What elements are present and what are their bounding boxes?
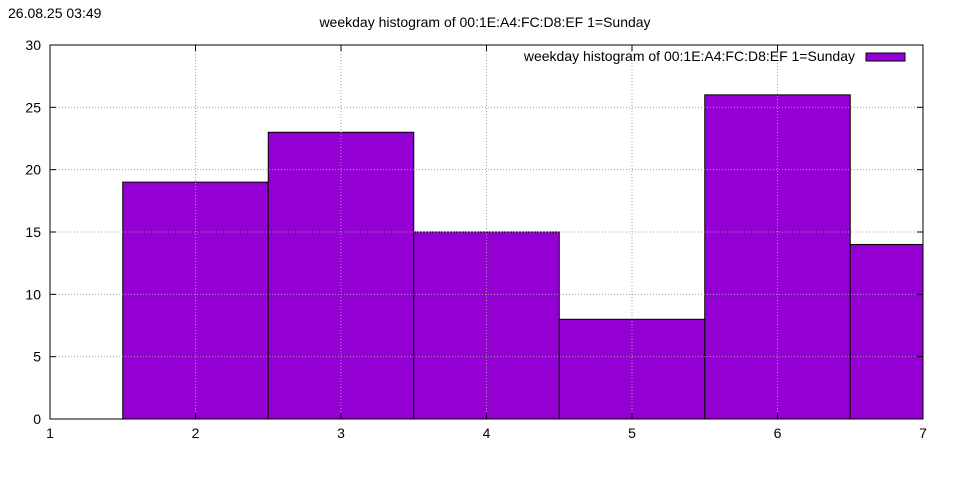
x-tick-label: 3 [337,425,345,441]
timestamp: 26.08.25 03:49 [8,5,102,21]
y-tick-label: 0 [33,411,41,427]
histogram-bar [849,243,924,420]
y-axis-tick-labels: 0 5 10 15 20 25 30 [25,37,41,427]
legend-swatch [865,52,906,62]
y-tick-label: 5 [33,349,41,365]
grid-layer [50,45,923,419]
y-tick-label: 10 [25,286,41,302]
bars-layer [122,94,924,420]
chart-title: weekday histogram of 00:1E:A4:FC:D8:EF 1… [318,14,650,30]
histogram-bar [704,94,851,420]
x-axis-tick-labels: 1 2 3 4 5 6 7 [46,425,927,441]
legend: weekday histogram of 00:1E:A4:FC:D8:EF 1… [523,48,906,64]
legend-label: weekday histogram of 00:1E:A4:FC:D8:EF 1… [523,48,855,64]
x-tick-label: 6 [774,425,782,441]
x-tick-label: 7 [919,425,927,441]
x-tick-label: 2 [192,425,200,441]
y-tick-label: 30 [25,37,41,53]
y-tick-label: 25 [25,99,41,115]
x-tick-label: 5 [628,425,636,441]
y-tick-label: 20 [25,162,41,178]
y-tick-label: 15 [25,224,41,240]
x-tick-label: 1 [46,425,54,441]
axis-ticks [49,44,924,420]
x-tick-label: 4 [483,425,491,441]
